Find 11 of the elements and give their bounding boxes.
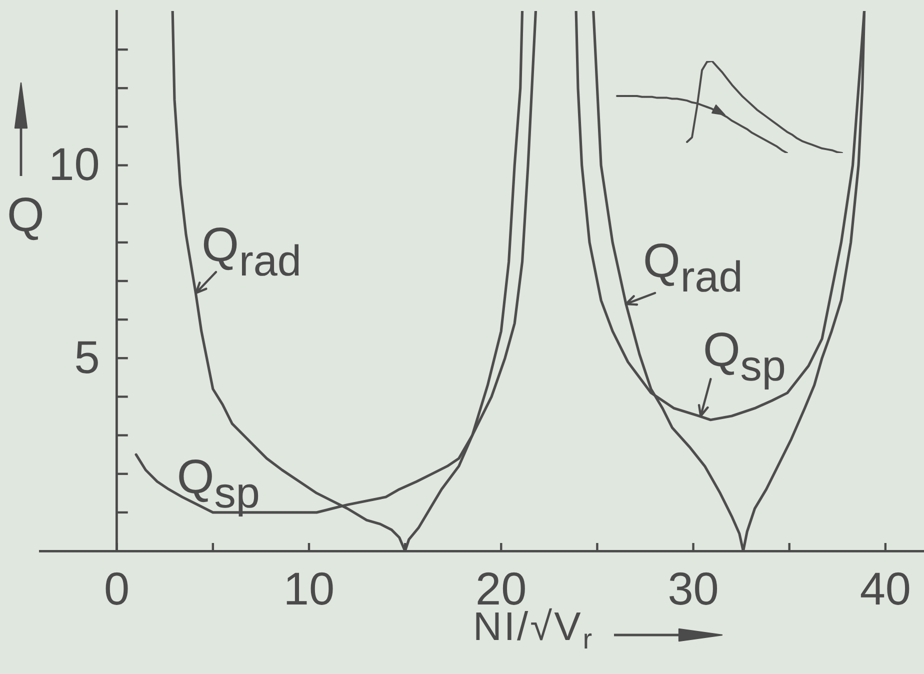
x-axis-title: NI/√V$_{r}$: [473, 605, 594, 654]
x-tick-label: 0: [104, 562, 130, 614]
x-tick-label: 10: [283, 562, 335, 614]
annotation: Q$_{rad}$: [202, 218, 302, 286]
x-tick-label: 40: [860, 562, 912, 614]
annotation: Q$_{sp}$: [702, 324, 786, 391]
y-axis-title: Q: [7, 189, 44, 242]
x-tick-label: 30: [668, 562, 719, 614]
annotation: Q$_{rad}$: [643, 235, 743, 302]
annotation: Q$_{sp}$: [176, 451, 260, 518]
y-tick-label: 5: [74, 330, 100, 383]
